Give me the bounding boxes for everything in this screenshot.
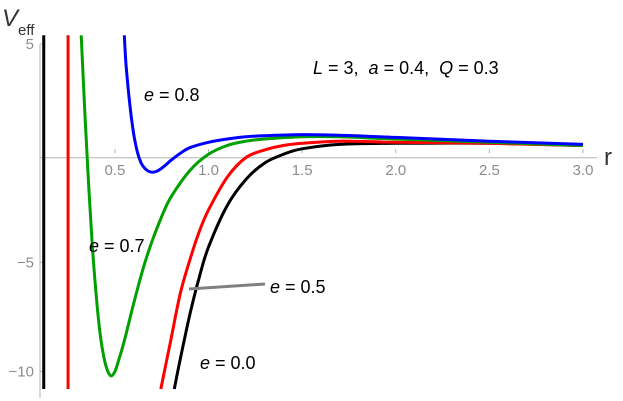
param-Q-symbol: Q [439,58,453,78]
x-axis-label: r [604,144,612,171]
curves-group [42,35,584,390]
param-L-value: = 3, [323,58,369,78]
x-tick-label: 2.0 [385,162,406,179]
y-tick-label: 5 [26,36,34,53]
annotation-e-0.5: e = 0.5 [270,277,326,297]
curve-e-0.5 [159,139,584,390]
y-axis-label: Veff [2,5,35,39]
x-tick-label: 1.5 [292,162,313,179]
x-tick-label: 2.5 [479,162,500,179]
y-axis-label-main: V [2,5,20,32]
x-tick-label: 3.0 [573,162,594,179]
y-tick-label: −10 [9,364,34,381]
curve-e-0.8 [122,35,584,174]
ticks-group: 0.5 1.0 1.5 2.0 2.5 3.0 5 −5 −10 [9,36,594,381]
annotation-e-0.0: e = 0.0 [200,353,256,373]
annotation-e-0.0-value: = 0.0 [210,353,256,373]
curve-e-0.7 [79,35,584,378]
annotation-e-0.8: e = 0.8 [144,85,200,105]
parameters-label: L = 3, a = 0.4, Q = 0.3 [313,58,499,78]
x-tick-label: 0.5 [104,162,125,179]
param-Q-value: = 0.3 [453,58,499,78]
annotation-e-0.5-leader-line [188,282,266,291]
annotation-e-0.8-symbol: e [144,85,154,105]
annotation-e-0.5-symbol: e [270,277,280,297]
annotation-e-0.7: e = 0.7 [89,236,145,256]
annotation-e-0.5-value: = 0.5 [280,277,326,297]
annotation-e-0.8-value: = 0.8 [154,85,200,105]
y-tick-label: −5 [17,254,34,271]
annotation-e-0.7-value: = 0.7 [99,236,145,256]
annotation-e-0.7-symbol: e [89,236,99,256]
y-axis-label-sub: eff [18,22,35,39]
x-tick-label: 1.0 [198,162,219,179]
param-a-symbol: a [369,58,379,78]
annotation-e-0.0-symbol: e [200,353,210,373]
param-L-symbol: L [313,58,323,78]
param-a-value: = 0.4, [379,58,440,78]
